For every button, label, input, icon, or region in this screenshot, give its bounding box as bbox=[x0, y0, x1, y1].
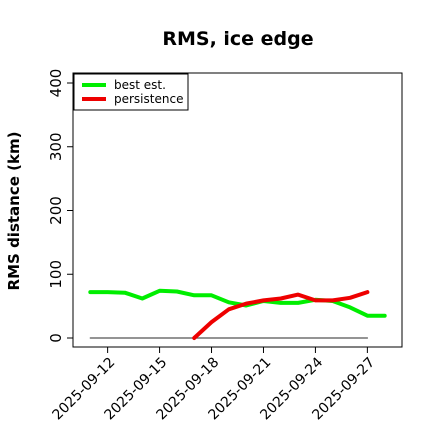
y-tick-label: 0 bbox=[47, 333, 65, 343]
series-line-persistence bbox=[192, 290, 370, 340]
legend-label: persistence bbox=[114, 92, 183, 106]
series-layer bbox=[88, 288, 387, 340]
series-line-best-est- bbox=[88, 288, 387, 318]
chart-title: RMS, ice edge bbox=[162, 28, 313, 50]
y-axis: 0 100 200 300 400 bbox=[47, 69, 73, 343]
x-axis: 2025-09-122025-09-152025-09-182025-09-21… bbox=[50, 347, 378, 423]
y-axis-label: RMS distance (km) bbox=[5, 132, 23, 291]
y-tick-label: 100 bbox=[47, 260, 65, 289]
legend-box bbox=[73, 73, 189, 111]
legend-label: best est. bbox=[114, 78, 166, 92]
y-tick-label: 200 bbox=[47, 196, 65, 225]
y-tick-label: 300 bbox=[47, 132, 65, 161]
y-tick-label: 400 bbox=[47, 69, 65, 98]
legend: best est.persistence bbox=[73, 73, 189, 111]
